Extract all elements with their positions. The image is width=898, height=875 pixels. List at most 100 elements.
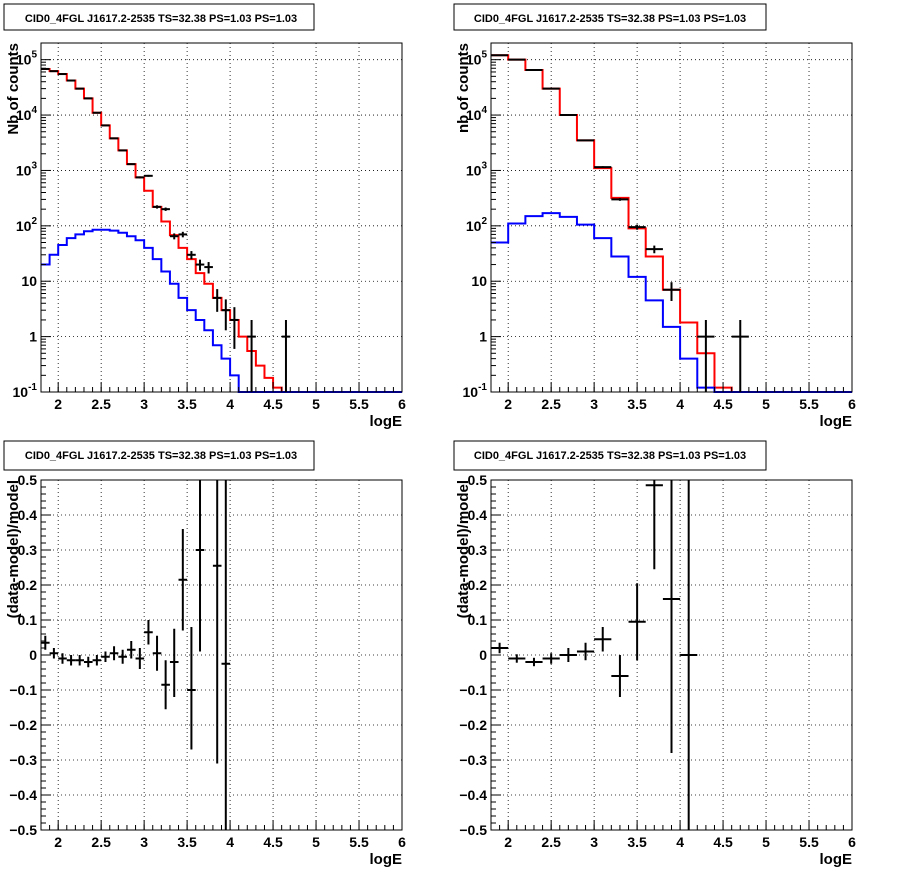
x-tick-label: 5 xyxy=(312,396,320,412)
panel-title-box: CID0_4FGL J1617.2-2535 TS=32.38 PS=1.03 … xyxy=(453,440,767,471)
y-axis-title: (data-model)/model xyxy=(5,480,22,618)
x-tick-label: 2 xyxy=(504,834,512,850)
y-tick-label: −0.5 xyxy=(459,822,487,838)
data-point xyxy=(75,87,84,90)
x-tick-label: 4.5 xyxy=(263,396,283,412)
data-point xyxy=(281,319,291,392)
x-tick-label: 2 xyxy=(54,834,62,850)
y-tick-label: 0 xyxy=(479,647,487,663)
y-tick-label: 0.5 xyxy=(18,472,38,488)
data-point xyxy=(680,480,698,830)
data-point xyxy=(204,262,213,274)
y-tick-label: −0.1 xyxy=(9,682,37,698)
data-point xyxy=(152,635,162,671)
y-tick-label: 0.4 xyxy=(468,507,488,523)
x-axis-title: logE xyxy=(370,413,403,430)
data-point xyxy=(645,480,663,570)
panel-title: CID0_4FGL J1617.2-2535 TS=32.38 PS=1.03 … xyxy=(474,13,746,25)
data-point xyxy=(83,97,93,100)
errorbar-series-0 xyxy=(41,480,231,830)
y-tick-label: 1 xyxy=(29,329,37,345)
data-point xyxy=(144,620,153,645)
data-point xyxy=(101,651,110,662)
panel-title-box: CID0_4FGL J1617.2-2535 TS=32.38 PS=1.03 … xyxy=(3,3,315,31)
panel-title: CID0_4FGL J1617.2-2535 TS=32.38 PS=1.03 … xyxy=(25,13,297,25)
data-point xyxy=(628,224,646,230)
data-point xyxy=(508,654,526,663)
x-tick-label: 2.5 xyxy=(541,396,561,412)
y-tick-label: 102 xyxy=(16,216,38,234)
chart-panel-top-left: CID0_4FGL J1617.2-2535 TS=32.38 PS=1.03 … xyxy=(3,3,406,430)
y-tick-label: −0.4 xyxy=(9,787,37,803)
x-tick-label: 3.5 xyxy=(627,396,647,412)
y-tick-label: 104 xyxy=(466,105,488,123)
data-point xyxy=(58,653,67,664)
y-tick-label: 0.2 xyxy=(468,577,488,593)
data-point xyxy=(212,480,222,764)
y-tick-label: 104 xyxy=(16,105,38,123)
data-point xyxy=(41,635,50,650)
data-point xyxy=(187,627,196,750)
data-point xyxy=(611,655,629,697)
y-tick-label: 105 xyxy=(466,50,488,68)
y-tick-label: 102 xyxy=(466,216,488,234)
data-point xyxy=(697,319,715,392)
series-step-0 xyxy=(491,54,852,393)
x-tick-label: 6 xyxy=(848,396,856,412)
x-tick-label: 4 xyxy=(676,834,684,850)
panel-title-box: CID0_4FGL J1617.2-2535 TS=32.38 PS=1.03 … xyxy=(3,440,315,471)
data-point xyxy=(212,289,222,312)
y-tick-label: 10-1 xyxy=(463,382,488,400)
data-point xyxy=(118,649,127,664)
data-point xyxy=(58,73,67,76)
x-tick-label: 6 xyxy=(398,834,406,850)
x-tick-label: 3 xyxy=(140,834,148,850)
series-step-1 xyxy=(491,212,852,393)
title-box-border xyxy=(3,440,315,471)
x-tick-label: 3.5 xyxy=(627,834,647,850)
y-tick-label: 1 xyxy=(479,329,487,345)
panel-title-box: CID0_4FGL J1617.2-2535 TS=32.38 PS=1.03 … xyxy=(453,3,767,31)
data-point xyxy=(135,648,145,669)
data-point xyxy=(576,642,595,661)
y-axis-title: (data-model)/model xyxy=(455,480,472,618)
data-point xyxy=(559,114,577,117)
title-box-border xyxy=(453,440,767,471)
data-point xyxy=(576,139,595,142)
data-point xyxy=(66,655,76,666)
panel-title: CID0_4FGL J1617.2-2535 TS=32.38 PS=1.03 … xyxy=(25,450,297,462)
data-point xyxy=(611,198,629,201)
panel-title: CID0_4FGL J1617.2-2535 TS=32.38 PS=1.03 … xyxy=(474,450,746,462)
data-point xyxy=(187,251,196,260)
grid-lines xyxy=(41,480,402,830)
x-tick-label: 4.5 xyxy=(713,834,733,850)
axis-ticks: 2 2.5 3 3.5 4 4.5 5 5.5 6 10-1 1 10 102 103 104 105 xyxy=(13,42,406,412)
data-point xyxy=(525,69,543,72)
x-tick-label: 2.5 xyxy=(91,396,111,412)
data-point xyxy=(645,245,663,254)
data-point xyxy=(542,653,560,664)
x-tick-label: 4.5 xyxy=(263,834,283,850)
y-tick-label: 0.1 xyxy=(468,612,488,628)
data-point xyxy=(594,627,612,652)
x-axis-title: logE xyxy=(370,851,403,868)
plot-frame xyxy=(490,42,853,393)
y-tick-label: −0.2 xyxy=(9,717,37,733)
y-tick-label: 0.4 xyxy=(18,507,38,523)
y-tick-label: −0.5 xyxy=(9,822,37,838)
data-point xyxy=(92,111,102,114)
x-tick-label: 5.5 xyxy=(799,396,819,412)
data-point xyxy=(628,583,646,661)
chart-panel-top-right: CID0_4FGL J1617.2-2535 TS=32.38 PS=1.03 … xyxy=(453,3,856,430)
data-point xyxy=(221,299,231,331)
data-point xyxy=(525,657,543,667)
data-point xyxy=(118,149,127,152)
axis-ticks: 2 2.5 3 3.5 4 4.5 5 5.5 6 10-1 1 10 102 103 104 105 xyxy=(463,42,856,412)
y-axis-title: nb of counts xyxy=(455,43,472,133)
y-tick-label: 0.3 xyxy=(18,542,38,558)
data-point xyxy=(144,174,153,177)
x-tick-label: 5.5 xyxy=(349,396,369,412)
data-point xyxy=(195,480,205,652)
y-tick-label: 0.1 xyxy=(18,612,38,628)
